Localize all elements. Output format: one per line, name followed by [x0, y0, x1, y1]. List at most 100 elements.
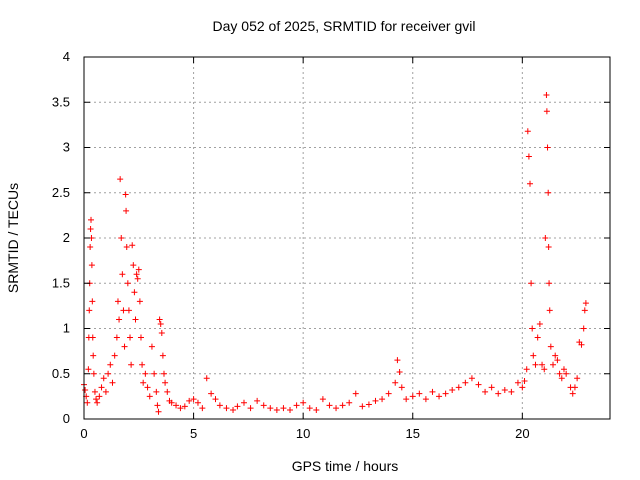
- data-point: [136, 298, 143, 305]
- data-point: [159, 352, 166, 359]
- data-point: [124, 280, 131, 287]
- data-point: [508, 388, 515, 395]
- data-point: [436, 393, 443, 400]
- data-point: [475, 381, 482, 388]
- data-point: [96, 393, 103, 400]
- data-point: [116, 316, 123, 323]
- data-point: [230, 406, 237, 413]
- data-point: [194, 399, 201, 406]
- data-point: [569, 390, 576, 397]
- data-point: [107, 361, 114, 368]
- data-point: [90, 370, 97, 377]
- data-point: [120, 307, 127, 314]
- data-point: [392, 379, 399, 386]
- data-point: [247, 405, 254, 412]
- data-point: [122, 191, 129, 198]
- data-point: [123, 207, 130, 214]
- data-point: [422, 396, 429, 403]
- data-point: [140, 379, 147, 386]
- data-point: [416, 390, 423, 397]
- data-point: [556, 370, 563, 377]
- data-point: [102, 388, 109, 395]
- y-tick-label: 4: [63, 49, 70, 64]
- data-point: [545, 189, 552, 196]
- data-point: [346, 399, 353, 406]
- data-point: [552, 352, 559, 359]
- data-point: [162, 379, 169, 386]
- data-point: [273, 406, 280, 413]
- x-tick-label: 20: [515, 426, 529, 441]
- data-point: [234, 403, 241, 410]
- data-point: [571, 384, 578, 391]
- data-point: [142, 370, 149, 377]
- data-point: [339, 402, 346, 409]
- data-point: [155, 408, 162, 415]
- data-point: [333, 405, 340, 412]
- data-point: [313, 406, 320, 413]
- data-point: [495, 390, 502, 397]
- data-point: [300, 399, 307, 406]
- data-point: [501, 387, 508, 394]
- data-point: [118, 235, 125, 241]
- data-point: [558, 375, 565, 382]
- data-point: [449, 387, 456, 394]
- data-point: [203, 375, 210, 382]
- data-point: [212, 396, 219, 403]
- data-point: [181, 403, 188, 410]
- x-tick-label: 10: [296, 426, 310, 441]
- data-point: [550, 361, 557, 368]
- data-point: [260, 402, 267, 409]
- data-point: [153, 388, 160, 395]
- data-point: [574, 375, 581, 382]
- data-point: [127, 334, 134, 341]
- data-point: [144, 384, 151, 391]
- data-point: [372, 397, 379, 404]
- data-point: [90, 352, 97, 359]
- data-point: [88, 262, 95, 269]
- data-point: [121, 343, 128, 350]
- data-point: [139, 361, 146, 368]
- chart-title: Day 052 of 2025, SRMTID for receiver gvi…: [213, 18, 476, 34]
- data-point: [151, 370, 158, 377]
- data-point: [168, 399, 175, 406]
- data-point: [134, 275, 141, 282]
- data-point: [173, 402, 180, 409]
- data-point: [216, 402, 223, 409]
- data-point: [114, 298, 121, 305]
- data-point: [543, 108, 550, 115]
- data-point: [396, 368, 403, 375]
- data-point: [546, 280, 553, 287]
- data-point: [293, 402, 300, 409]
- data-point: [129, 242, 136, 249]
- data-point: [514, 379, 521, 386]
- data-point: [240, 399, 247, 406]
- y-tick-label: 3: [63, 140, 70, 155]
- data-point: [462, 379, 469, 386]
- data-point: [135, 266, 142, 273]
- x-axis-ticks: 0 5 10 15 20: [80, 57, 530, 441]
- data-point: [525, 153, 532, 160]
- data-point: [93, 396, 100, 403]
- data-point: [524, 128, 531, 135]
- data-point: [539, 361, 546, 368]
- data-point: [580, 325, 587, 332]
- data-point: [536, 320, 543, 327]
- data-point: [560, 366, 567, 373]
- data-point: [160, 370, 167, 377]
- x-tick-label: 15: [406, 426, 420, 441]
- data-point: [85, 366, 92, 373]
- data-point: [148, 343, 155, 350]
- data-point: [403, 396, 410, 403]
- data-point: [385, 390, 392, 397]
- data-point: [409, 393, 416, 400]
- data-point: [547, 343, 554, 350]
- data-point: [582, 300, 589, 307]
- data-point: [100, 375, 107, 382]
- data-point: [157, 320, 164, 327]
- data-points: [81, 92, 589, 415]
- data-point: [530, 352, 537, 359]
- data-point: [578, 341, 585, 348]
- data-point: [137, 334, 144, 341]
- data-point: [86, 307, 93, 314]
